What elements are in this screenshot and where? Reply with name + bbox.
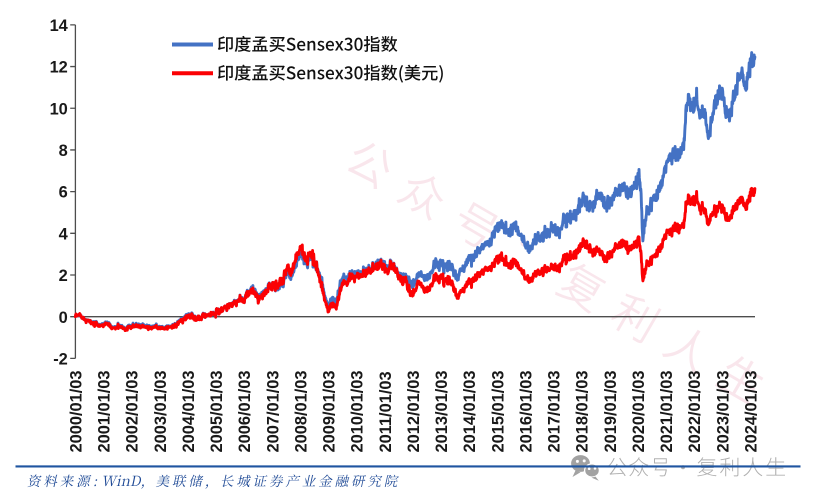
svg-text:2009/01/03: 2009/01/03 (321, 370, 339, 452)
svg-text:14: 14 (50, 17, 69, 35)
svg-text:2000/01/03: 2000/01/03 (67, 370, 85, 452)
svg-text:4: 4 (59, 225, 69, 243)
svg-text:2013/01/03: 2013/01/03 (433, 370, 451, 452)
svg-text:2019/01/03: 2019/01/03 (602, 370, 620, 452)
svg-text:12: 12 (50, 59, 68, 77)
svg-text:2004/01/03: 2004/01/03 (180, 370, 198, 452)
svg-text:2002/01/03: 2002/01/03 (124, 370, 142, 452)
svg-text:2024/01/03: 2024/01/03 (742, 370, 760, 452)
svg-text:2003/01/03: 2003/01/03 (152, 370, 170, 452)
svg-text:2008/01/03: 2008/01/03 (292, 370, 310, 452)
svg-text:2006/01/03: 2006/01/03 (236, 370, 254, 452)
svg-text:2016/01/03: 2016/01/03 (517, 370, 535, 452)
svg-text:2012/01/03: 2012/01/03 (405, 370, 423, 452)
svg-text:2018/01/03: 2018/01/03 (574, 370, 592, 452)
svg-text:8: 8 (59, 142, 68, 160)
svg-text:2014/01/03: 2014/01/03 (461, 370, 479, 452)
svg-text:2023/01/03: 2023/01/03 (714, 370, 732, 452)
svg-text:-2: -2 (53, 351, 68, 369)
svg-text:2015/01/03: 2015/01/03 (489, 370, 507, 452)
svg-text:2: 2 (59, 267, 68, 285)
svg-text:2010/01/03: 2010/01/03 (349, 370, 367, 452)
svg-text:2011/01/03: 2011/01/03 (377, 371, 395, 452)
svg-text:10: 10 (50, 100, 68, 118)
svg-text:6: 6 (59, 184, 68, 202)
svg-text:0: 0 (59, 309, 68, 327)
svg-text:2007/01/03: 2007/01/03 (264, 370, 282, 452)
svg-text:2020/01/03: 2020/01/03 (630, 370, 648, 452)
svg-text:2005/01/03: 2005/01/03 (208, 370, 226, 452)
svg-text:2022/01/03: 2022/01/03 (686, 370, 704, 452)
svg-text:2001/01/03: 2001/01/03 (96, 370, 114, 452)
svg-text:2017/01/03: 2017/01/03 (546, 370, 564, 452)
svg-text:2021/01/03: 2021/01/03 (658, 370, 676, 452)
